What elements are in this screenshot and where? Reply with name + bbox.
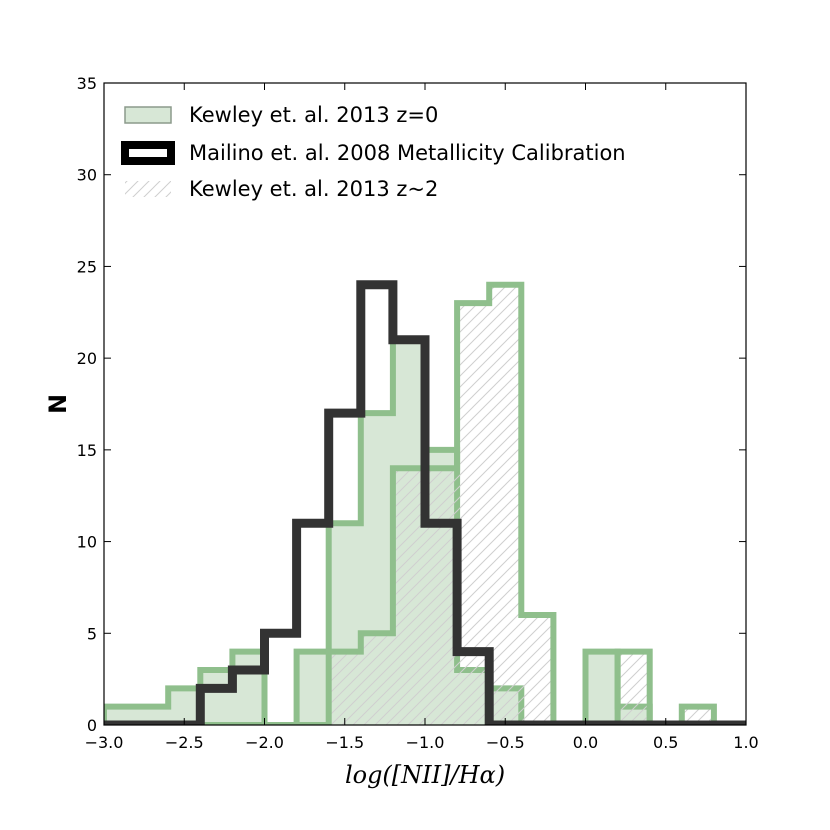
- plot-area: [104, 280, 746, 725]
- series-mailino-step: [104, 280, 746, 725]
- y-tick-label: 15: [77, 441, 97, 460]
- x-axis-label: log([NII]/Hα): [345, 761, 505, 789]
- x-tick-label: −1.0: [406, 733, 445, 752]
- legend-label: Kewley et. al. 2013 z~2: [189, 177, 438, 201]
- x-tick-label: 0.0: [573, 733, 598, 752]
- y-tick-label: 30: [77, 166, 97, 185]
- y-axis-label: N: [44, 394, 72, 414]
- legend-swatch: [124, 106, 172, 124]
- x-tick-label: −1.5: [325, 733, 364, 752]
- x-tick-label: 1.0: [733, 733, 758, 752]
- y-tick-label: 20: [77, 349, 97, 368]
- x-tick-label: −2.5: [165, 733, 204, 752]
- x-tick-label: −2.0: [245, 733, 284, 752]
- y-tick-label: 25: [77, 257, 97, 276]
- legend-swatch: [121, 141, 175, 165]
- y-tick-label: 0: [87, 716, 97, 735]
- legend-label: Mailino et. al. 2008 Metallicity Calibra…: [189, 141, 626, 165]
- x-tick-label: 0.5: [653, 733, 678, 752]
- legend-item-mailino: Mailino et. al. 2008 Metallicity Calibra…: [121, 141, 626, 165]
- axis-ticks: −3.0 −2.5 −2.0 −1.5 −1.0 −0.5 0.0 0.5 1.0 0 5 10 15 2…: [77, 74, 759, 752]
- x-tick-label: −3.0: [85, 733, 124, 752]
- legend-item-z2: Kewley et. al. 2013 z~2: [125, 177, 438, 201]
- y-tick-label: 5: [87, 624, 97, 643]
- legend-item-z0: Kewley et. al. 2013 z=0: [124, 103, 438, 127]
- legend-label: Kewley et. al. 2013 z=0: [189, 103, 438, 127]
- y-tick-label: 35: [77, 74, 97, 93]
- legend: Kewley et. al. 2013 z=0 Mailino et. al. 2…: [121, 103, 626, 201]
- x-tick-label: −0.5: [486, 733, 525, 752]
- legend-swatch: [125, 181, 171, 197]
- y-tick-label: 10: [77, 533, 97, 552]
